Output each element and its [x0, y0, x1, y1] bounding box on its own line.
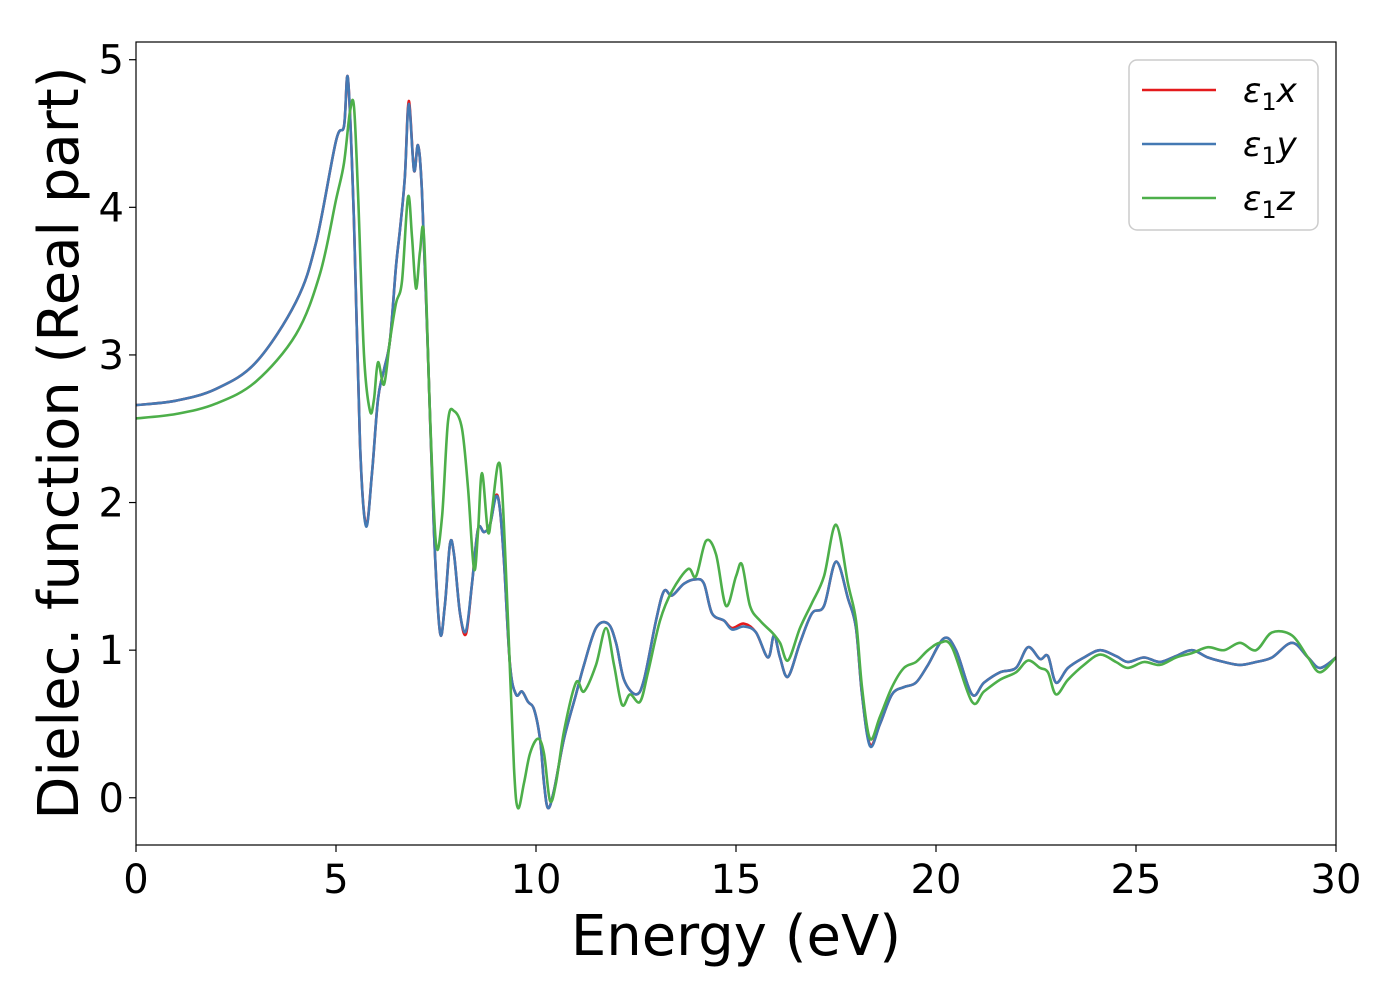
series-layer: [136, 74, 1336, 810]
x-tick-label: 25: [1111, 857, 1162, 903]
legend: ε1x ε1y ε1z: [1128, 59, 1319, 231]
series-line-z: [136, 98, 1336, 810]
y-tick-label: 1: [99, 628, 124, 674]
x-tick-label: 20: [911, 857, 962, 903]
legend-label-z: ε1z: [1243, 179, 1296, 224]
x-tick-label: 0: [123, 857, 148, 903]
y-tick-label: 5: [99, 38, 124, 84]
y-tick-label: 4: [99, 185, 124, 231]
x-axis-label: Energy (eV): [571, 904, 901, 969]
series-line-y: [136, 74, 1336, 810]
x-axis: 0 5 10 15 20 25 30: [123, 845, 1361, 903]
y-tick-label: 0: [99, 776, 124, 822]
legend-label-y: ε1y: [1243, 125, 1298, 170]
x-tick-label: 30: [1311, 857, 1362, 903]
y-axis: 0 1 2 3 4 5: [99, 38, 136, 822]
legend-box: [1128, 59, 1319, 231]
legend-label-x: ε1x: [1243, 71, 1298, 116]
y-tick-label: 2: [99, 481, 124, 527]
y-axis-label: Dielec. function (Real part): [27, 66, 92, 819]
x-tick-label: 15: [711, 857, 762, 903]
x-tick-label: 5: [323, 857, 348, 903]
y-tick-label: 3: [99, 333, 124, 379]
x-tick-label: 10: [511, 857, 562, 903]
